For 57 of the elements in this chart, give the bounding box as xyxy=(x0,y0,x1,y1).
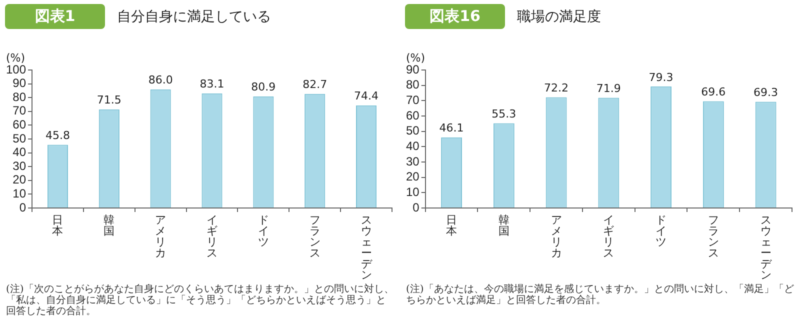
x-tick-label: フランス xyxy=(708,214,719,260)
y-tick-label: 20 xyxy=(12,172,26,187)
data-label: 46.1 xyxy=(439,122,464,135)
y-tick-label: 10 xyxy=(12,186,26,201)
data-label: 71.9 xyxy=(596,82,621,96)
text: (注)「次のことがらがあなた自身にどのくらいあてはまりますか。」との問いに対し、「私は、自分自身に満足している」に「そう思う」「どちらかといえばそう思う」と回答した者の合計。 xyxy=(6,284,394,317)
x-tick-label: アメリカ xyxy=(155,214,166,260)
chart-subtitle: 職場の満足度 xyxy=(517,8,601,26)
x-tick-label: フランス xyxy=(309,214,320,260)
y-tick-label: 90 xyxy=(12,76,26,90)
y-tick-label: 80 xyxy=(12,90,26,104)
data-label: 82.7 xyxy=(302,78,328,92)
y-tick-label: 50 xyxy=(406,124,420,138)
data-label: 69.6 xyxy=(701,86,726,99)
x-tick-label: スウェーデン xyxy=(360,214,373,282)
x-tick-label: ドイツ xyxy=(258,214,269,249)
data-label: 74.4 xyxy=(354,90,379,103)
data-label: 79.3 xyxy=(648,70,674,84)
y-tick-label: 20 xyxy=(406,170,420,184)
y-tick-label: 40 xyxy=(406,138,420,153)
text: (注)「あなたは、今の職場に満足を感じていますか。」との問いに対し、「満足」「どちらかといえば満足」と回答した者の合計。 xyxy=(406,284,794,306)
data-label: 83.1 xyxy=(200,78,224,91)
data-label: 69.3 xyxy=(754,86,778,100)
data-label: 80.9 xyxy=(251,80,276,94)
y-tick-label: 40 xyxy=(12,145,26,160)
y-tick-label: 10 xyxy=(406,184,420,199)
data-label: 71.5 xyxy=(96,94,122,107)
y-axis-title: (%) xyxy=(6,51,26,64)
data-label: 86.0 xyxy=(148,74,173,87)
x-tick-label: イギリス xyxy=(603,214,614,260)
y-tick-label: 80 xyxy=(406,78,420,92)
chart-title: 図表16 xyxy=(405,4,505,29)
x-tick-label: アメリカ xyxy=(550,214,562,260)
y-tick-label: 70 xyxy=(406,92,420,107)
x-tick-label: 韓国 xyxy=(498,214,510,238)
x-tick-label: 韓国 xyxy=(104,214,115,238)
y-tick-label: 60 xyxy=(406,108,420,122)
x-tick-label: 日本 xyxy=(52,214,64,238)
y-axis-title: (%) xyxy=(406,51,426,64)
x-tick-label: イギリス xyxy=(206,214,218,260)
y-tick-label: 0 xyxy=(19,200,26,214)
y-tick-label: 70 xyxy=(12,104,26,118)
y-tick-label: 60 xyxy=(12,118,26,132)
x-tick-label: スウェーデン xyxy=(760,214,772,282)
y-tick-label: 100 xyxy=(6,62,26,76)
data-label: 55.3 xyxy=(492,108,516,121)
chart-subtitle: 自分自身に満足している xyxy=(117,8,271,26)
x-tick-label: ドイツ xyxy=(656,214,667,249)
y-tick-label: 30 xyxy=(12,158,26,173)
chart-title: 図表1 xyxy=(5,4,105,29)
data-label: 45.8 xyxy=(45,129,70,142)
y-tick-label: 30 xyxy=(406,154,420,168)
y-tick-label: 90 xyxy=(406,62,420,76)
y-tick-label: 50 xyxy=(12,131,26,146)
data-label: 72.2 xyxy=(544,82,569,95)
y-tick-label: 0 xyxy=(412,200,420,214)
x-tick-label: 日本 xyxy=(446,214,458,238)
